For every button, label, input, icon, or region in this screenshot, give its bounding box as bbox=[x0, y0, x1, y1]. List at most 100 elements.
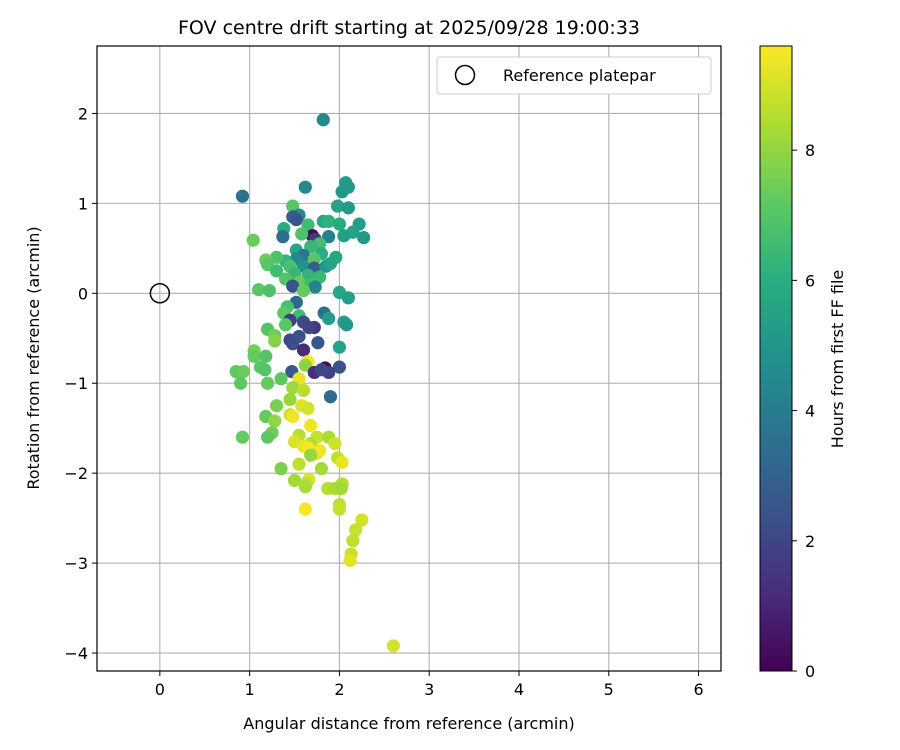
data-point bbox=[304, 239, 318, 254]
y-tick-label: 0 bbox=[78, 284, 88, 303]
y-axis-label: Rotation from reference (arcmin) bbox=[24, 226, 43, 489]
x-tick-label: 1 bbox=[245, 680, 255, 699]
reference-platepar-marker bbox=[149, 283, 171, 304]
x-tick-label: 3 bbox=[424, 680, 434, 699]
data-point bbox=[278, 318, 293, 332]
data-point bbox=[296, 383, 311, 398]
data-point bbox=[269, 399, 284, 413]
data-point bbox=[322, 214, 336, 228]
data-point bbox=[313, 270, 327, 284]
colorbar-tick-label: 8 bbox=[805, 141, 815, 160]
data-point bbox=[341, 291, 355, 305]
data-point bbox=[341, 201, 355, 215]
legend-label: Reference platepar bbox=[503, 66, 656, 85]
data-point bbox=[296, 284, 311, 298]
data-point bbox=[316, 113, 330, 127]
x-tick-label: 0 bbox=[155, 680, 165, 699]
data-point bbox=[274, 372, 288, 386]
legend: Reference platepar bbox=[436, 56, 712, 95]
y-axis-ticks: 2 1 0 −1 −2 −3 −4 bbox=[64, 104, 97, 663]
data-point bbox=[269, 250, 284, 264]
y-tick-label: −4 bbox=[64, 644, 88, 663]
colorbar-label: Hours from first FF file bbox=[828, 270, 847, 449]
data-point bbox=[247, 349, 261, 363]
x-axis-label: Angular distance from reference (arcmin) bbox=[243, 714, 574, 733]
data-point bbox=[260, 430, 275, 444]
data-points bbox=[229, 113, 400, 653]
data-point bbox=[332, 340, 347, 354]
data-point bbox=[348, 523, 363, 537]
data-point bbox=[268, 414, 282, 428]
data-point bbox=[308, 280, 322, 294]
y-tick-label: −1 bbox=[64, 374, 88, 393]
data-point bbox=[236, 364, 250, 379]
data-point bbox=[311, 336, 325, 350]
data-point bbox=[268, 334, 282, 348]
data-point bbox=[332, 502, 347, 516]
colorbar-tick-label: 4 bbox=[805, 402, 815, 421]
colorbar-tick-label: 2 bbox=[805, 532, 815, 551]
data-point bbox=[259, 349, 273, 363]
data-point bbox=[252, 283, 266, 297]
colorbar-tick-label: 6 bbox=[805, 271, 815, 290]
data-point bbox=[302, 320, 316, 335]
data-point bbox=[332, 360, 347, 374]
data-point bbox=[286, 381, 300, 395]
plot-frame bbox=[96, 45, 722, 672]
data-point bbox=[258, 363, 272, 377]
y-tick-label: −2 bbox=[64, 464, 88, 483]
data-point bbox=[304, 418, 318, 433]
colorbar-ticks: 0 2 4 6 8 bbox=[792, 141, 815, 681]
data-point bbox=[269, 264, 284, 278]
data-point bbox=[328, 436, 342, 451]
data-point bbox=[286, 409, 300, 424]
data-point bbox=[298, 480, 312, 494]
chart-title: FOV centre drift starting at 2025/09/28 … bbox=[178, 17, 640, 39]
data-point bbox=[323, 390, 338, 404]
data-point bbox=[334, 481, 348, 496]
data-point bbox=[332, 217, 347, 231]
legend-box bbox=[436, 56, 712, 95]
data-point bbox=[346, 534, 360, 548]
data-point bbox=[283, 392, 297, 407]
grid bbox=[97, 46, 721, 671]
data-point bbox=[298, 502, 312, 516]
x-axis-ticks: 0 1 2 3 4 5 6 bbox=[155, 671, 704, 699]
x-tick-label: 2 bbox=[334, 680, 344, 699]
data-point bbox=[335, 185, 349, 199]
data-point bbox=[322, 230, 336, 244]
data-point bbox=[357, 230, 371, 245]
data-point bbox=[286, 279, 300, 293]
legend-marker-icon bbox=[454, 64, 476, 86]
data-point bbox=[287, 473, 302, 487]
data-point bbox=[286, 337, 300, 351]
data-point bbox=[314, 363, 329, 377]
data-point bbox=[234, 376, 248, 390]
data-point bbox=[314, 462, 329, 476]
colorbar bbox=[759, 45, 793, 672]
data-point bbox=[323, 257, 338, 271]
y-tick-label: −3 bbox=[64, 554, 88, 573]
data-point bbox=[298, 180, 312, 194]
data-point bbox=[386, 639, 400, 653]
x-tick-label: 6 bbox=[693, 680, 703, 699]
colorbar-tick-label: 0 bbox=[805, 662, 815, 681]
x-tick-label: 5 bbox=[604, 680, 614, 699]
reference-marker-group bbox=[149, 283, 171, 304]
data-point bbox=[335, 455, 349, 469]
data-point bbox=[337, 229, 351, 243]
data-point bbox=[260, 376, 275, 390]
data-point bbox=[274, 462, 288, 476]
data-point bbox=[292, 457, 306, 471]
data-point bbox=[235, 189, 250, 203]
data-point bbox=[343, 553, 357, 567]
data-point bbox=[235, 430, 250, 444]
x-tick-label: 4 bbox=[514, 680, 524, 699]
y-tick-label: 1 bbox=[78, 194, 88, 213]
data-point bbox=[355, 513, 369, 527]
data-point bbox=[296, 343, 311, 357]
data-point bbox=[304, 448, 318, 462]
data-point bbox=[331, 199, 345, 213]
